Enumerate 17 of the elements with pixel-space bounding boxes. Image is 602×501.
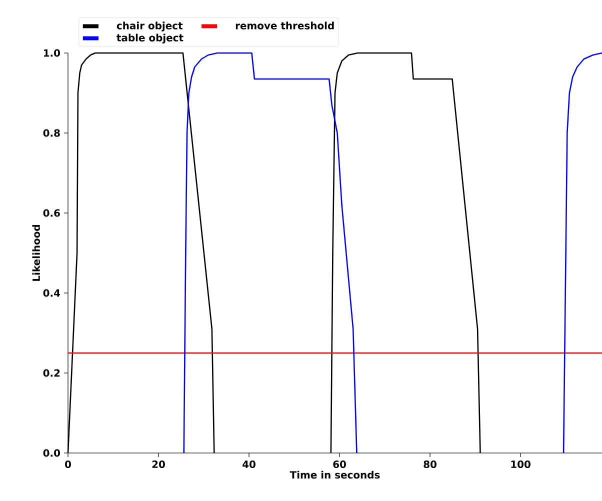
x-tick-label: 80 [424,460,436,468]
legend-label: table object [116,34,184,44]
x-tick-label: 100 [511,460,530,468]
x-tick-label: 40 [242,460,256,468]
x-tick-label: 60 [333,460,346,468]
y-tick-label: 0.6 [43,209,60,217]
y-tick-label: 0.0 [43,449,60,457]
x-axis-title: Time in seconds [290,470,380,479]
legend-label: chair object [116,22,183,32]
y-axis-title: Likelihood [32,225,40,281]
x-tick-label: 0 [65,460,71,468]
x-tick-label: 20 [152,460,165,468]
legend-label: remove threshold [236,22,334,30]
y-tick-label: 1.0 [44,49,60,57]
y-tick-label: 0.8 [43,129,60,137]
y-tick-label: 0.4 [43,289,60,297]
y-tick-label: 0.2 [43,369,60,377]
